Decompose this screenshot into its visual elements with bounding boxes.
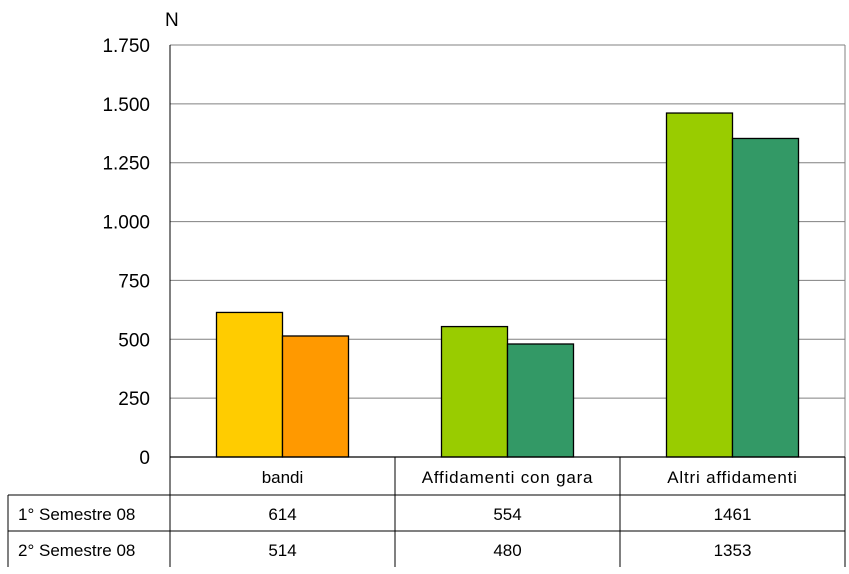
y-tick-label: 250 bbox=[118, 389, 150, 410]
table-cell-value: 614 bbox=[268, 505, 296, 524]
bar bbox=[440, 325, 509, 458]
category-label: Affidamenti con gara bbox=[422, 468, 594, 487]
y-tick-label: 1.500 bbox=[102, 95, 150, 116]
y-tick-label: 1.000 bbox=[102, 213, 150, 234]
table-cell-value: 554 bbox=[493, 505, 521, 524]
y-tick-label: 500 bbox=[118, 330, 150, 351]
y-tick-label: 0 bbox=[139, 448, 150, 469]
table-cell-value: 480 bbox=[493, 541, 521, 560]
category-label: bandi bbox=[262, 468, 304, 487]
bars bbox=[215, 112, 800, 458]
bar bbox=[215, 311, 284, 458]
y-tick-label: 1.750 bbox=[102, 36, 150, 57]
data-table: bandi Affidamenti con gara Altri affidamen… bbox=[7, 457, 846, 567]
table-row-label: 2° Semestre 08 bbox=[18, 541, 135, 560]
bar bbox=[506, 343, 575, 458]
y-tick-label: 750 bbox=[118, 271, 150, 292]
table-cell-value: 1353 bbox=[714, 541, 752, 560]
category-label: Altri affidamenti bbox=[667, 468, 797, 487]
y-axis-label: N bbox=[165, 10, 179, 31]
bar bbox=[281, 335, 350, 458]
table-row-label: 1° Semestre 08 bbox=[18, 505, 135, 524]
bar bbox=[731, 137, 800, 458]
axes: 0 250 500 750 1.000 1.250 1.500 1.750 bbox=[102, 36, 845, 469]
bar bbox=[665, 112, 734, 458]
table-cell-value: 514 bbox=[268, 541, 296, 560]
table-cell-value: 1461 bbox=[714, 505, 752, 524]
y-tick-label: 1.250 bbox=[102, 154, 150, 175]
